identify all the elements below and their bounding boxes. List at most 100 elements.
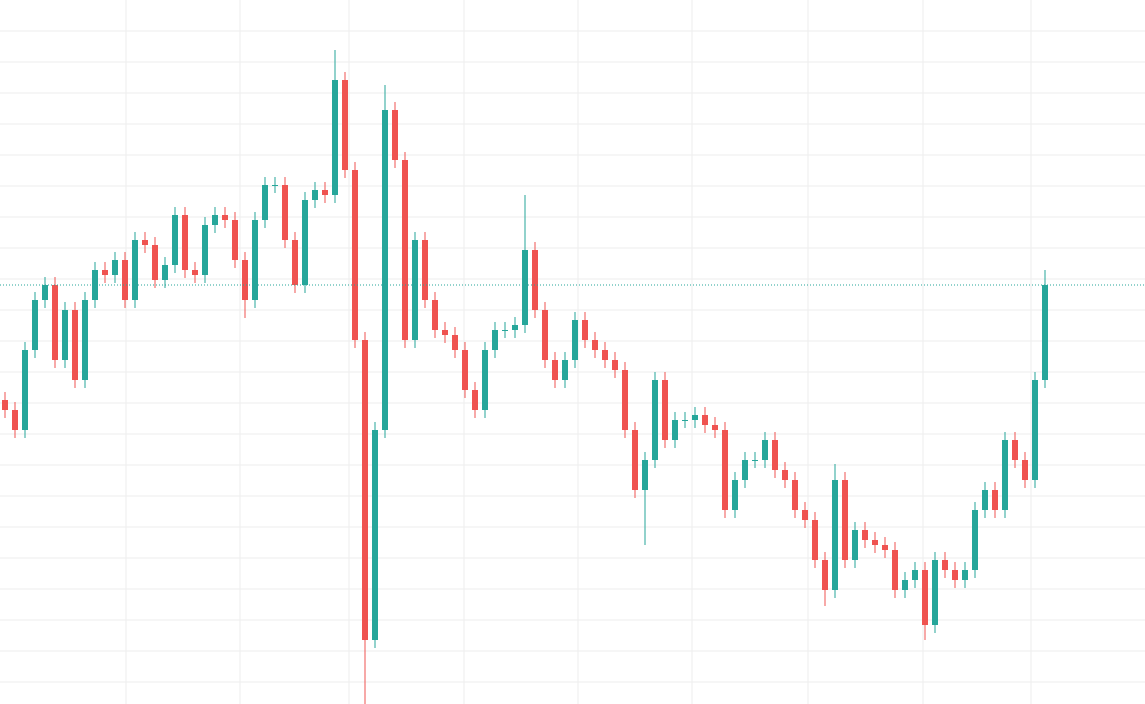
candle-body bbox=[1032, 380, 1038, 480]
candle-body bbox=[902, 580, 908, 590]
candle-body bbox=[712, 425, 718, 430]
candle-body bbox=[12, 410, 18, 430]
candle-body bbox=[852, 530, 858, 560]
candle-body bbox=[892, 550, 898, 590]
candle-body bbox=[102, 270, 108, 275]
candle-body bbox=[632, 430, 638, 490]
candle-body bbox=[962, 570, 968, 580]
candle-body bbox=[562, 360, 568, 380]
candle-body bbox=[1012, 440, 1018, 460]
candle-body bbox=[772, 440, 778, 470]
candle-body bbox=[682, 420, 688, 421]
candle-body bbox=[162, 265, 168, 280]
candle-body bbox=[312, 190, 318, 200]
candle-body bbox=[912, 570, 918, 580]
candle-body bbox=[952, 570, 958, 580]
candle-body bbox=[42, 285, 48, 300]
candle-body bbox=[622, 370, 628, 430]
candle-body bbox=[522, 250, 528, 325]
candle-body bbox=[352, 170, 358, 340]
candle-body bbox=[642, 460, 648, 490]
candle-body bbox=[362, 340, 368, 640]
candle-body bbox=[72, 310, 78, 380]
candle-body bbox=[182, 215, 188, 270]
candle-body bbox=[482, 350, 488, 410]
candle-body bbox=[702, 415, 708, 425]
candle-body bbox=[742, 460, 748, 480]
candle-body bbox=[792, 480, 798, 510]
candle-body bbox=[582, 320, 588, 340]
candle-body bbox=[452, 335, 458, 350]
candle-body bbox=[122, 260, 128, 300]
candle-body bbox=[142, 240, 148, 245]
candle-body bbox=[152, 245, 158, 280]
candle-body bbox=[872, 540, 878, 545]
candle-body bbox=[462, 350, 468, 390]
candle-body bbox=[832, 480, 838, 590]
candle-body bbox=[2, 400, 8, 410]
candle-body bbox=[662, 380, 668, 440]
candle-body bbox=[532, 250, 538, 310]
candle-body bbox=[342, 80, 348, 170]
candle-body bbox=[412, 240, 418, 340]
candle-body bbox=[62, 310, 68, 360]
candle-body bbox=[52, 285, 58, 360]
candle-body bbox=[922, 570, 928, 625]
candle-body bbox=[372, 430, 378, 640]
candle-body bbox=[972, 510, 978, 570]
candle-body bbox=[212, 215, 218, 225]
candle-body bbox=[552, 360, 558, 380]
candle-body bbox=[242, 260, 248, 300]
candle-body bbox=[572, 320, 578, 360]
candle-body bbox=[652, 380, 658, 460]
candle-body bbox=[22, 350, 28, 430]
candle-body bbox=[132, 240, 138, 300]
candle-body bbox=[782, 470, 788, 480]
candle-body bbox=[232, 220, 238, 260]
candle-body bbox=[92, 270, 98, 300]
candle-body bbox=[272, 185, 278, 186]
candle-body bbox=[862, 530, 868, 540]
candle-body bbox=[82, 300, 88, 380]
candle-body bbox=[1002, 440, 1008, 510]
candle-body bbox=[262, 185, 268, 220]
candle-body bbox=[442, 330, 448, 335]
candle-body bbox=[992, 490, 998, 510]
candle-body bbox=[472, 390, 478, 410]
candle-body bbox=[882, 545, 888, 550]
candle-body bbox=[932, 560, 938, 625]
candle-body bbox=[752, 460, 758, 461]
candle-body bbox=[392, 110, 398, 160]
candle-body bbox=[732, 480, 738, 510]
candle-body bbox=[542, 310, 548, 360]
candle-body bbox=[32, 300, 38, 350]
candle-body bbox=[592, 340, 598, 350]
candle-body bbox=[942, 560, 948, 570]
candle-body bbox=[812, 520, 818, 560]
candle-body bbox=[512, 325, 518, 330]
candle-body bbox=[842, 480, 848, 560]
candle-body bbox=[492, 330, 498, 350]
candle-body bbox=[602, 350, 608, 360]
candle-body bbox=[422, 240, 428, 300]
candle-body bbox=[672, 420, 678, 440]
candle-body bbox=[282, 185, 288, 240]
candle-body bbox=[802, 510, 808, 520]
candle-body bbox=[822, 560, 828, 590]
candle-body bbox=[402, 160, 408, 340]
candle-body bbox=[332, 80, 338, 195]
candle-body bbox=[432, 300, 438, 330]
candle-body bbox=[192, 270, 198, 275]
candle-body bbox=[762, 440, 768, 460]
candle-body bbox=[502, 330, 508, 331]
candle-body bbox=[1042, 285, 1048, 380]
candle-body bbox=[322, 190, 328, 195]
candle-body bbox=[292, 240, 298, 285]
candle-body bbox=[202, 225, 208, 275]
candle-body bbox=[612, 360, 618, 370]
candle-body bbox=[722, 430, 728, 510]
candle-body bbox=[172, 215, 178, 265]
candle-body bbox=[302, 200, 308, 285]
candle-body bbox=[692, 415, 698, 420]
